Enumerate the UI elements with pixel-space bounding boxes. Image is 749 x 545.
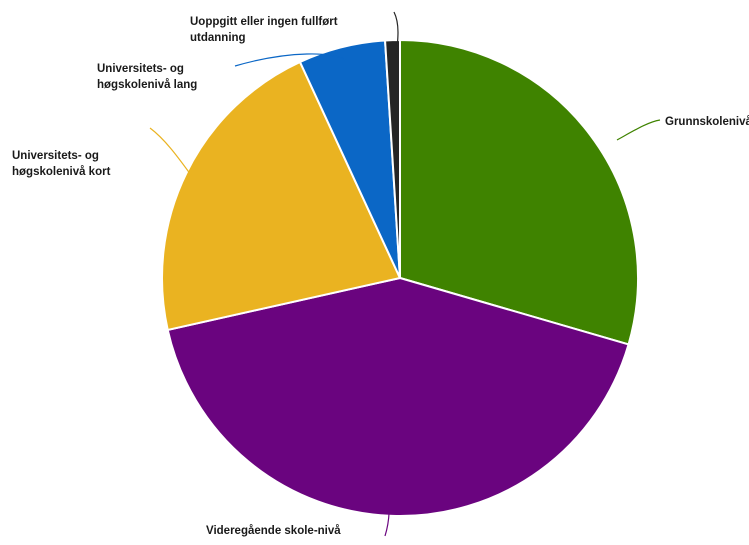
slice-label-uh-kort: Universitets- og høgskolenivå kort	[12, 148, 110, 180]
leader-lines	[149, 11, 661, 537]
slice-label-uoppgitt: Uoppgitt eller ingen fullført utdanning	[190, 14, 338, 46]
pie-slices	[161, 38, 639, 518]
slice-label-uoppgitt-line-2: utdanning	[190, 32, 246, 44]
leader-line-videregaende	[384, 483, 390, 537]
slice-label-uh-kort-line-1: Universitets- og	[12, 150, 99, 162]
pie-slice-0	[399, 38, 639, 346]
leader-line-grunnskole	[616, 119, 661, 141]
pie-slice-4	[383, 38, 401, 279]
leader-line-uh-lang	[234, 53, 346, 67]
slice-label-uh-lang-line-1: Universitets- og	[97, 63, 184, 75]
leader-line-uoppgitt	[393, 11, 399, 59]
slice-label-uh-lang-line-2: høgskolenivå lang	[97, 79, 198, 91]
slice-label-grunnskole-line-1: Grunnskolenivå	[665, 116, 749, 128]
leader-line-uh-kort	[149, 127, 192, 176]
slice-label-videregaende-line-1: Videregående skole-nivå	[206, 525, 341, 537]
pie-slice-2	[161, 60, 402, 332]
pie-slice-1	[166, 276, 630, 518]
slice-label-videregaende: Videregående skole-nivå	[206, 523, 341, 539]
slice-label-uh-lang: Universitets- og høgskolenivå lang	[97, 61, 197, 93]
slice-label-grunnskole: Grunnskolenivå	[665, 114, 749, 130]
slice-label-uh-kort-line-2: høgskolenivå kort	[12, 166, 111, 178]
slice-label-uoppgitt-line-1: Uoppgitt eller ingen fullført	[190, 16, 338, 28]
